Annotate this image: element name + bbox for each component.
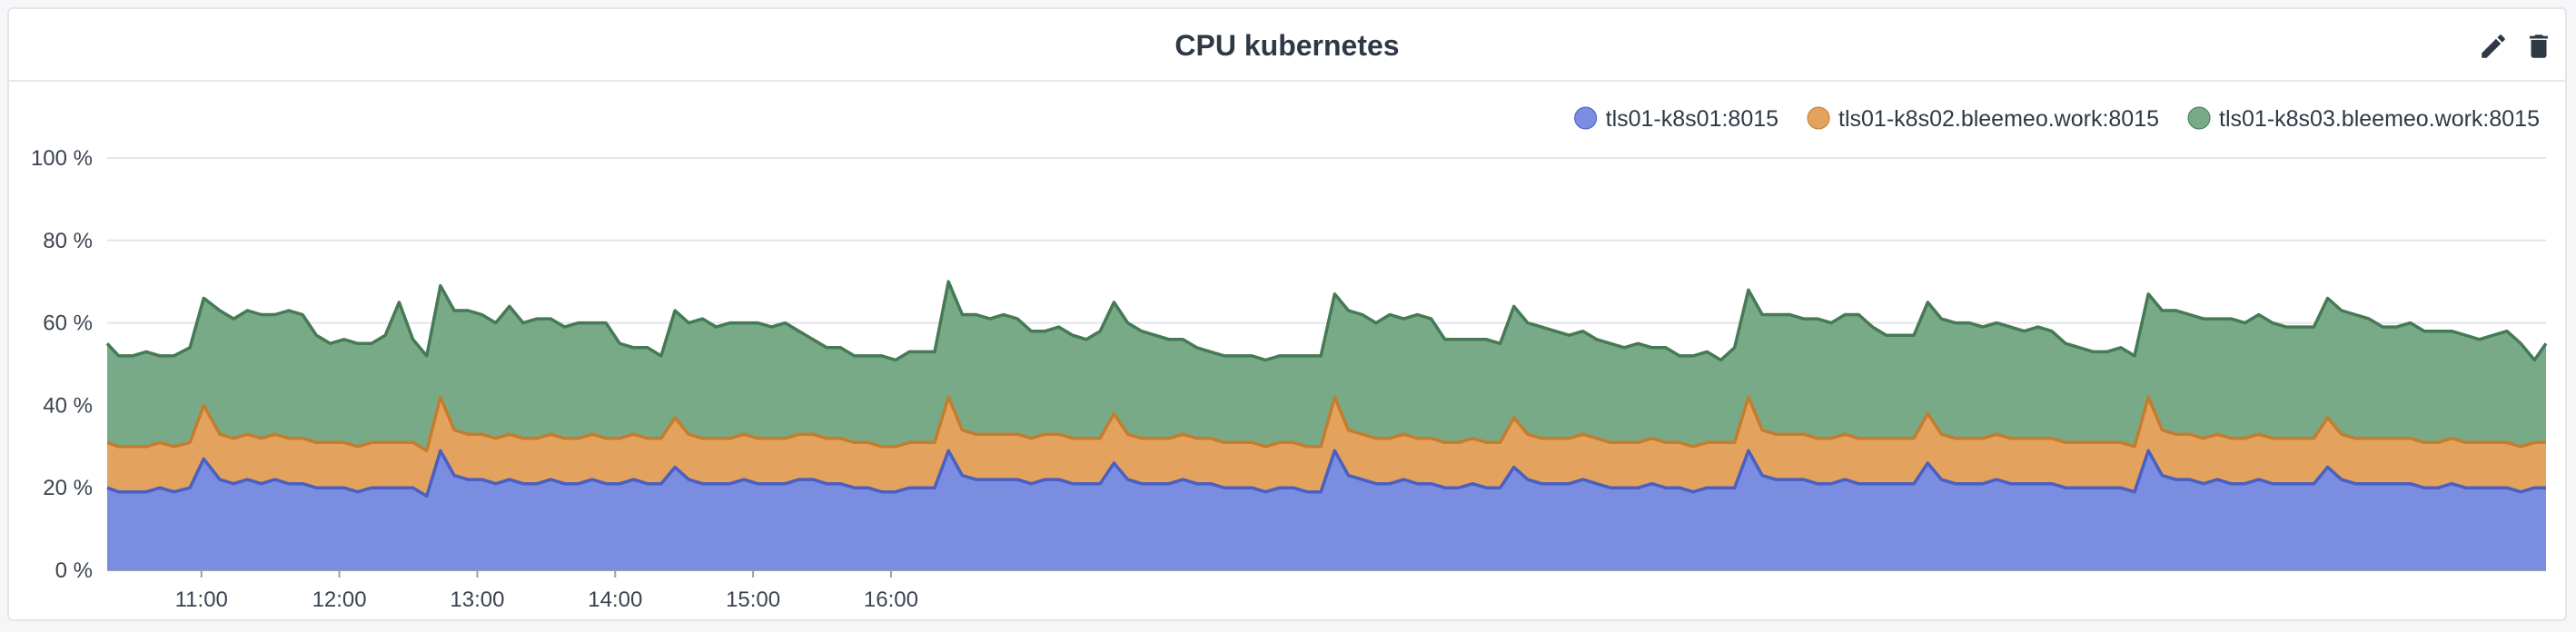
series-areas [105,280,2548,570]
legend-swatch [1574,106,1598,130]
y-tick-label: 60 % [43,311,93,336]
x-tick-label: 14:00 [588,588,642,612]
y-axis: 0 % 20 % 40 % 60 % 80 % 100 % [31,146,93,583]
panel-header: CPU kubernetes [9,9,2565,82]
y-tick-label: 100 % [31,146,93,171]
y-tick-label: 20 % [43,476,93,500]
x-tick-label: 16:00 [864,588,918,612]
y-tick-label: 0 % [55,558,93,583]
legend-label: tls01-k8s03.bleemeo.work:8015 [2219,106,2540,132]
series-line [105,280,2548,362]
x-axis: 11:00 12:00 13:00 14:00 15:00 16:00 [175,570,918,612]
legend-swatch [2187,106,2211,130]
pencil-icon[interactable] [2478,31,2509,62]
series-area [107,450,2546,570]
legend-swatch [1807,106,1830,130]
series-area [107,281,2546,451]
legend-item: tls01-k8s01:8015 [1574,106,1778,132]
legend-item: tls01-k8s03.bleemeo.work:8015 [2187,106,2540,132]
panel-title: CPU kubernetes [1174,29,1400,62]
series-line [106,395,2546,453]
legend-item: tls01-k8s02.bleemeo.work:8015 [1807,106,2159,132]
x-tick-label: 13:00 [450,588,504,612]
legend-label: tls01-k8s02.bleemeo.work:8015 [1838,106,2159,132]
y-tick-label: 40 % [43,393,93,418]
legend-label: tls01-k8s01:8015 [1606,106,1778,132]
series-line [106,449,2546,499]
legend: tls01-k8s01:8015 tls01-k8s02.bleemeo.work… [1574,106,2540,132]
x-tick-label: 11:00 [175,588,228,612]
x-tick-label: 15:00 [726,588,780,612]
y-tick-label: 80 % [43,229,93,253]
trash-icon[interactable] [2523,31,2554,62]
x-tick-label: 12:00 [312,588,367,612]
